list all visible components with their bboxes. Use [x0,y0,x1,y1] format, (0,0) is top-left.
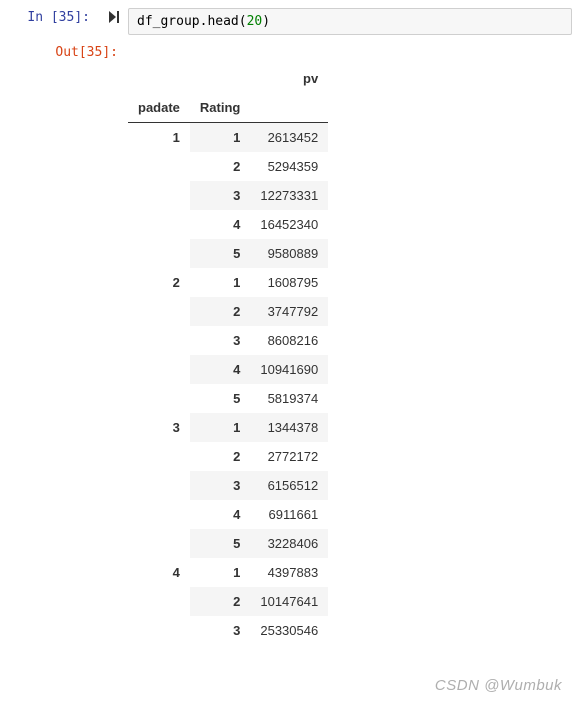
padate-cell [128,384,190,413]
pv-cell: 6156512 [250,471,328,500]
rating-cell: 4 [190,210,250,239]
pv-cell: 10147641 [250,587,328,616]
pv-cell: 8608216 [250,326,328,355]
table-row: 312273331 [128,181,328,210]
pv-cell: 4397883 [250,558,328,587]
rating-cell: 1 [190,123,250,153]
padate-cell [128,355,190,384]
pv-cell: 3747792 [250,297,328,326]
rating-cell: 1 [190,268,250,297]
padate-cell [128,297,190,326]
table-row: 25294359 [128,152,328,181]
code-input[interactable]: df_group.head(20) [128,8,572,35]
pv-cell: 12273331 [250,181,328,210]
pv-cell: 1344378 [250,413,328,442]
table-row: 112613452 [128,123,328,153]
padate-cell [128,587,190,616]
table-row: 414397883 [128,558,328,587]
rating-cell: 1 [190,558,250,587]
padate-cell [128,471,190,500]
table-row: 211608795 [128,268,328,297]
rating-cell: 5 [190,239,250,268]
padate-cell [128,529,190,558]
table-row: 46911661 [128,500,328,529]
out-prompt: Out[35]: [0,45,128,60]
rating-cell: 2 [190,587,250,616]
table-row: 311344378 [128,413,328,442]
pv-cell: 10941690 [250,355,328,384]
rating-cell: 3 [190,326,250,355]
padate-cell [128,616,190,645]
padate-cell [128,181,190,210]
rating-cell: 3 [190,616,250,645]
rating-cell: 3 [190,471,250,500]
table-row: 210147641 [128,587,328,616]
code-close: ) [262,14,270,29]
idx-rating: Rating [190,93,250,123]
table-row: 416452340 [128,210,328,239]
pv-cell: 3228406 [250,529,328,558]
rating-cell: 3 [190,181,250,210]
padate-cell: 3 [128,413,190,442]
table-row: 23747792 [128,297,328,326]
padate-cell: 4 [128,558,190,587]
table-row: 410941690 [128,355,328,384]
code-arg: 20 [247,14,263,29]
padate-cell [128,239,190,268]
col-blank-1 [128,64,190,93]
pv-cell: 16452340 [250,210,328,239]
pv-cell: 25330546 [250,616,328,645]
rating-cell: 4 [190,355,250,384]
table-row: 22772172 [128,442,328,471]
idx-padate: padate [128,93,190,123]
code-text: df_group. [137,14,207,29]
run-icon [109,11,119,26]
pv-cell: 5819374 [250,384,328,413]
rating-cell: 5 [190,529,250,558]
rating-cell: 2 [190,152,250,181]
pv-cell: 2772172 [250,442,328,471]
pv-cell: 5294359 [250,152,328,181]
padate-cell: 2 [128,268,190,297]
table-row: 59580889 [128,239,328,268]
input-cell: In [35]: df_group.head(20) [0,0,572,35]
table-row: 53228406 [128,529,328,558]
pv-cell: 1608795 [250,268,328,297]
rating-cell: 1 [190,413,250,442]
in-prompt-label: In [27,10,50,25]
output-prompt-row: Out[35]: [0,35,572,60]
padate-cell [128,500,190,529]
col-blank-3 [250,93,328,123]
dataframe-table: pv padate Rating 11261345225294359312273… [128,64,328,645]
table-row: 325330546 [128,616,328,645]
padate-cell [128,152,190,181]
table-row: 36156512 [128,471,328,500]
padate-cell [128,442,190,471]
col-blank-2 [190,64,250,93]
col-pv: pv [250,64,328,93]
padate-cell: 1 [128,123,190,153]
watermark: CSDN @Wumbuk [435,677,562,694]
in-prompt: In [35]: [0,8,100,35]
padate-cell [128,326,190,355]
rating-cell: 5 [190,384,250,413]
rating-cell: 2 [190,442,250,471]
pv-cell: 9580889 [250,239,328,268]
code-method: head [207,14,238,29]
run-cell-button[interactable] [100,8,128,35]
pv-cell: 6911661 [250,500,328,529]
table-row: 38608216 [128,326,328,355]
in-prompt-count: [35]: [51,10,90,25]
output-area: pv padate Rating 11261345225294359312273… [0,60,572,645]
rating-cell: 2 [190,297,250,326]
code-open: ( [239,14,247,29]
table-row: 55819374 [128,384,328,413]
padate-cell [128,210,190,239]
pv-cell: 2613452 [250,123,328,153]
rating-cell: 4 [190,500,250,529]
